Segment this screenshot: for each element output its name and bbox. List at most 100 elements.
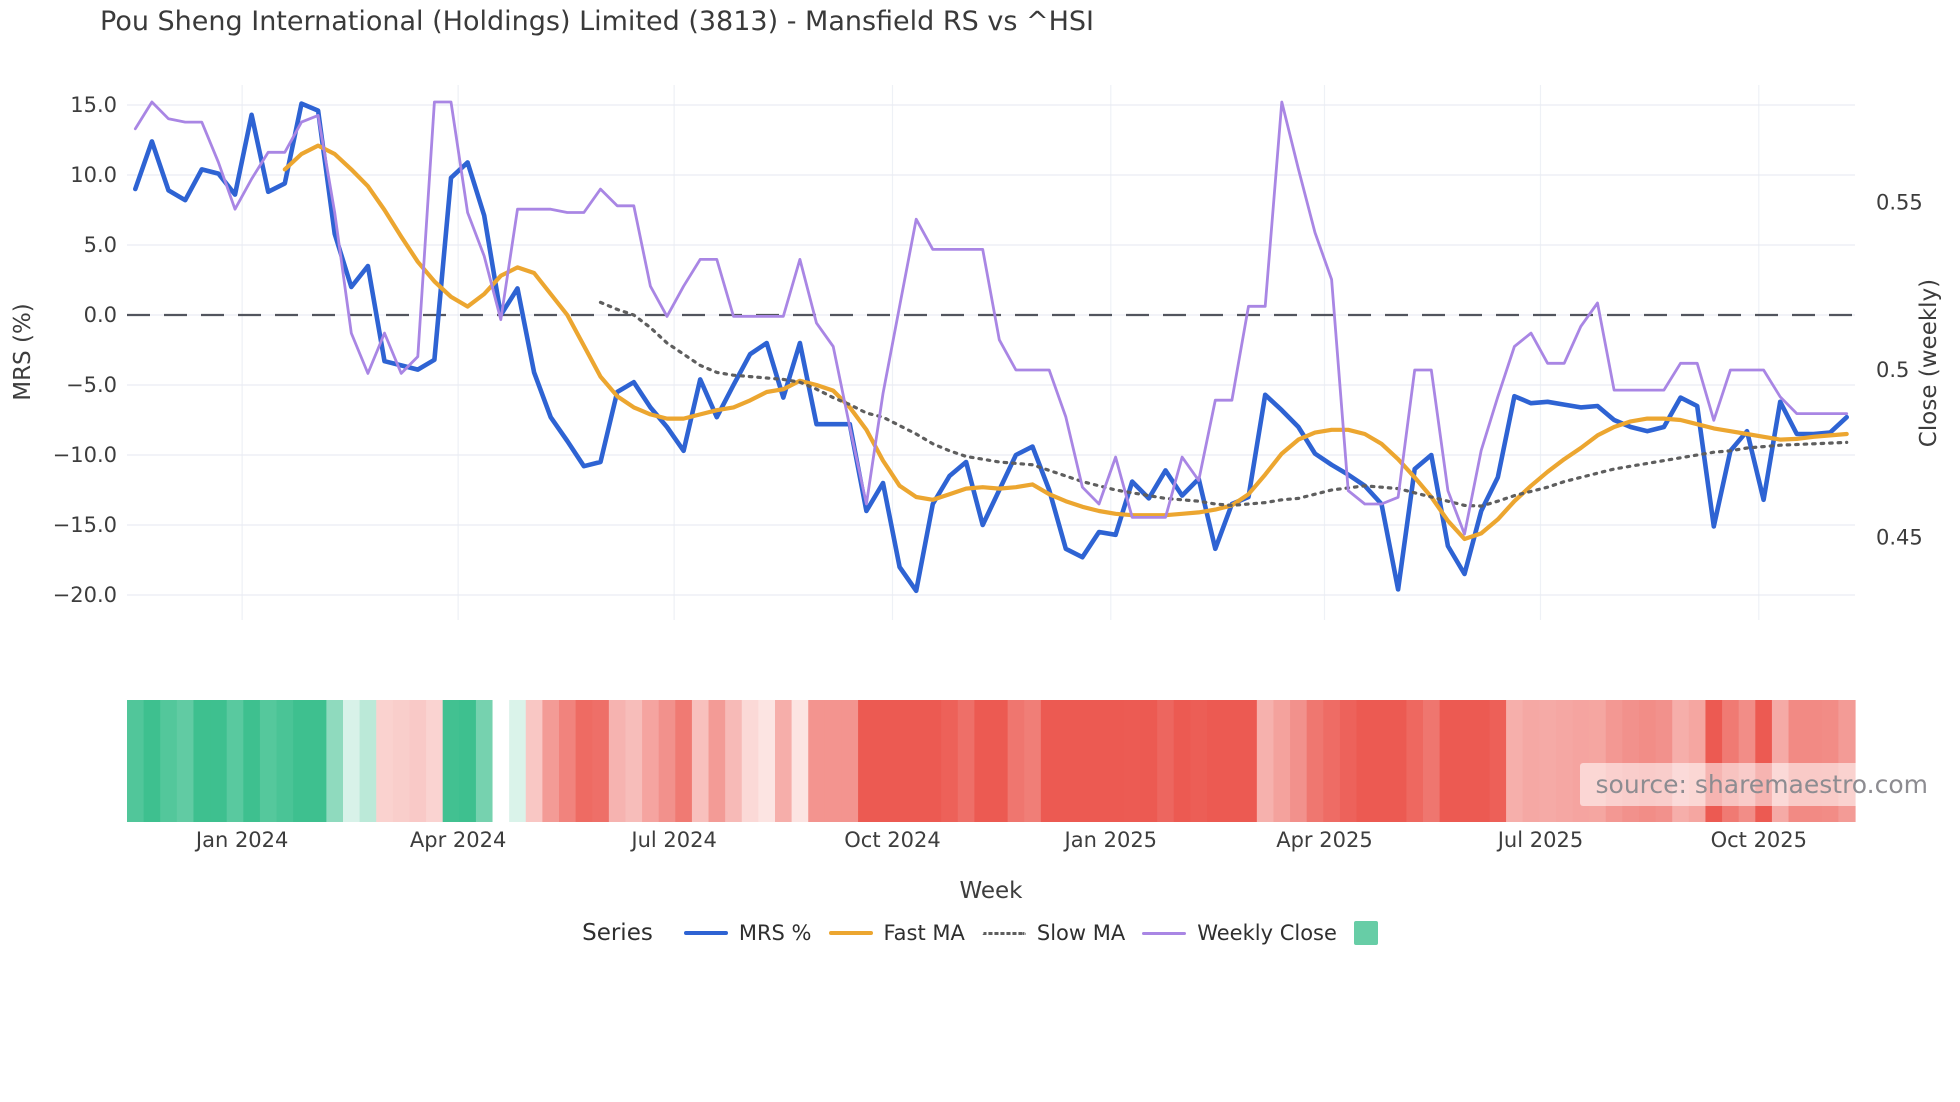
heatmap-cell <box>1373 700 1391 822</box>
heatmap-cell <box>243 700 261 822</box>
heatmap-cell <box>841 700 859 822</box>
heatmap-cell <box>1240 700 1258 822</box>
heatmap-cell <box>259 700 278 822</box>
legend-swatch-mrs- <box>683 931 728 935</box>
heatmap-cell <box>193 700 211 822</box>
heatmap-cell <box>210 700 228 822</box>
heatmap-cell <box>1190 700 1208 822</box>
heatmap-cell <box>758 700 776 822</box>
legend-label-slow-ma: Slow MA <box>1036 921 1126 945</box>
heatmap-cell <box>442 700 460 822</box>
heatmap-cell <box>1423 700 1441 822</box>
heatmap-cell <box>426 700 444 822</box>
left-tick-label: 10.0 <box>70 163 117 187</box>
heatmap-cell <box>642 700 660 822</box>
legend-swatch-slow-ma <box>981 931 1026 935</box>
heatmap-cell <box>509 700 527 822</box>
heatmap-cell <box>326 700 344 822</box>
heatmap-cell <box>991 700 1009 822</box>
series-line-slow-ma <box>598 300 1849 508</box>
heatmap-cell <box>1173 700 1191 822</box>
heatmap-cell <box>791 700 809 822</box>
heatmap-cell <box>625 700 643 822</box>
x-tick-label: Jul 2024 <box>629 828 716 852</box>
left-tick-label: 15.0 <box>70 93 117 117</box>
chart-title: Pou Sheng International (Holdings) Limit… <box>100 6 1095 37</box>
heatmap-cell <box>824 700 843 822</box>
heatmap-cell <box>1506 700 1524 822</box>
heatmap-cell <box>1140 700 1158 822</box>
heatmap-cell <box>1207 700 1225 822</box>
heatmap-cell <box>1123 700 1142 822</box>
legend-label-mrs-: MRS % <box>738 921 812 945</box>
heatmap-cell <box>1007 700 1025 822</box>
x-tick-label: Jan 2025 <box>1063 828 1158 852</box>
heatmap-cell <box>1074 700 1092 822</box>
x-axis-title: Week <box>959 878 1023 904</box>
heatmap-cell <box>309 700 327 822</box>
heatmap-cell <box>924 700 942 822</box>
x-tick-label: Apr 2024 <box>410 828 506 852</box>
heatmap-cell <box>1157 700 1175 822</box>
heatmap-cell <box>1406 700 1424 822</box>
heatmap-cell <box>941 700 959 822</box>
heatmap-cell <box>1090 700 1108 822</box>
x-tick-label: Jul 2025 <box>1496 828 1583 852</box>
heatmap-cell <box>708 700 726 822</box>
legend-label-fast-ma: Fast MA <box>883 921 965 945</box>
x-tick-label: Oct 2024 <box>844 828 940 852</box>
heatmap-cell <box>359 700 377 822</box>
axis-tick-labels: 15.0 10.0 5.0 0.0 −5.0 −10.0 −15.0 −20.0 0.55 0.5… <box>53 93 1923 852</box>
heatmap-cell <box>376 700 394 822</box>
heatmap-cell <box>808 700 826 822</box>
legend-item-fast-ma: Fast MA <box>828 921 965 945</box>
heatmap-cell <box>608 700 627 822</box>
right-axis-title: Close (weekly) <box>1916 279 1942 447</box>
heatmap-cell <box>775 700 793 822</box>
gridlines <box>127 85 1855 620</box>
heatmap-cell <box>658 700 676 822</box>
heatmap-cell <box>176 700 195 822</box>
heatmap-cell <box>874 700 892 822</box>
right-tick-label: 0.5 <box>1876 358 1909 382</box>
legend-item-weekly-close: Weekly Close <box>1142 921 1337 945</box>
heatmap-cell <box>1306 700 1324 822</box>
heatmap-cell <box>525 700 543 822</box>
left-tick-label: −15.0 <box>53 513 117 537</box>
heatmap-cell <box>1273 700 1291 822</box>
heatmap-cell <box>1024 700 1042 822</box>
heatmap-strip <box>127 700 1856 822</box>
series-line-mrs- <box>133 101 1849 594</box>
heatmap-cell <box>741 700 759 822</box>
heatmap-cell <box>1223 700 1241 822</box>
heatmap-cell <box>475 700 494 822</box>
heatmap-cell <box>1439 700 1457 822</box>
heatmap-cell <box>226 700 244 822</box>
heatmap-cell <box>459 700 477 822</box>
heatmap-cell <box>1356 700 1374 822</box>
x-tick-label: Jan 2024 <box>194 828 289 852</box>
x-tick-label: Apr 2025 <box>1276 828 1372 852</box>
heatmap-cell <box>160 700 178 822</box>
legend-item-slow-ma: Slow MA <box>981 921 1126 945</box>
left-tick-label: −10.0 <box>53 443 117 467</box>
heatmap-cell <box>1057 700 1075 822</box>
heatmap-cell <box>559 700 577 822</box>
left-tick-label: 0.0 <box>84 303 117 327</box>
heatmap-cell <box>675 700 693 822</box>
heatmap-cell <box>343 700 361 822</box>
legend-title: Series <box>582 920 653 946</box>
right-tick-label: 0.45 <box>1876 526 1923 550</box>
legend-swatch-heatmap-swatch <box>1353 921 1378 945</box>
legend-swatch-fast-ma <box>828 931 873 935</box>
series-lines <box>133 100 1849 594</box>
heatmap-cell <box>691 700 710 822</box>
heatmap-cell <box>392 700 411 822</box>
legend-swatch-weekly-close <box>1142 931 1187 935</box>
right-tick-label: 0.55 <box>1876 191 1923 215</box>
heatmap-cell <box>1107 700 1125 822</box>
left-axis-title: MRS (%) <box>10 303 36 401</box>
series-line-weekly-close <box>133 100 1849 536</box>
heatmap-cell <box>127 700 145 822</box>
